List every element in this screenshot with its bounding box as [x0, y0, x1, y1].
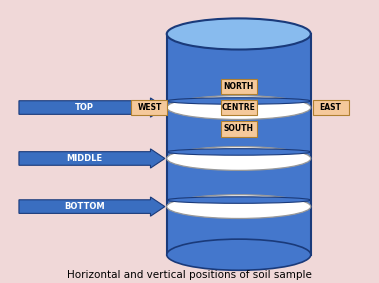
Ellipse shape	[167, 239, 311, 270]
FancyBboxPatch shape	[221, 78, 257, 94]
Ellipse shape	[167, 197, 311, 203]
Ellipse shape	[167, 98, 311, 104]
Polygon shape	[19, 98, 165, 117]
Ellipse shape	[167, 96, 311, 119]
Text: SOUTH: SOUTH	[224, 124, 254, 133]
FancyBboxPatch shape	[221, 100, 257, 115]
Ellipse shape	[167, 195, 311, 218]
Polygon shape	[19, 149, 165, 168]
Bar	[167, 34, 311, 255]
Ellipse shape	[167, 147, 311, 170]
Ellipse shape	[167, 18, 311, 50]
Text: Horizontal and vertical positions of soil sample: Horizontal and vertical positions of soi…	[67, 270, 312, 280]
Polygon shape	[19, 197, 165, 216]
FancyBboxPatch shape	[313, 100, 349, 115]
Text: CENTRE: CENTRE	[222, 103, 256, 112]
Text: WEST: WEST	[137, 103, 162, 112]
Text: TOP: TOP	[75, 103, 94, 112]
Ellipse shape	[167, 149, 311, 155]
Text: NORTH: NORTH	[224, 82, 254, 91]
Text: EAST: EAST	[319, 103, 341, 112]
FancyBboxPatch shape	[132, 100, 168, 115]
Text: MIDDLE: MIDDLE	[67, 154, 103, 163]
FancyBboxPatch shape	[221, 121, 257, 136]
Text: BOTTOM: BOTTOM	[64, 202, 105, 211]
